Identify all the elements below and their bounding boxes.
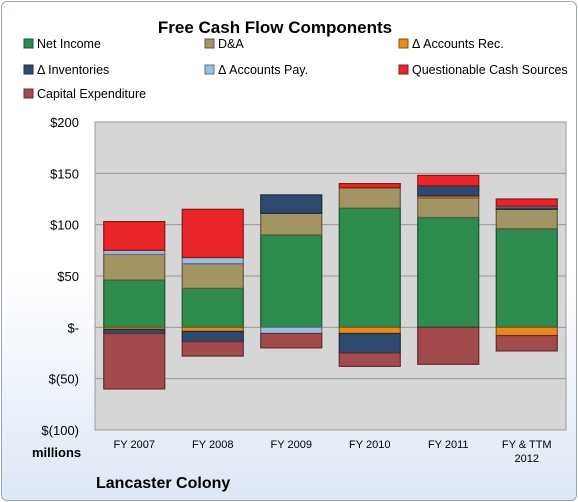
y-tick-label: $200 <box>50 115 79 130</box>
x-tick-label: FY 2008 <box>192 439 233 451</box>
bar-segment-capital-expenditure <box>181 341 244 357</box>
plot-area: $200 $150 $100 $50 $- $(50) $(100) FY 2007 FY 20… <box>41 115 567 465</box>
legend-swatch-delta-accounts-pay <box>204 64 215 75</box>
bar-segment-delta-inventories <box>260 194 323 214</box>
legend-swatch-delta-inventories <box>23 64 34 75</box>
bar-segment-delta-inventories <box>103 328 166 335</box>
legend-label-d-a: D&A <box>218 37 244 51</box>
bar-segment-questionable-cash-sources <box>181 208 244 259</box>
bar-segment-d-a <box>417 197 480 219</box>
x-tick-label: FY 2009 <box>271 439 312 451</box>
y-tick-label: $100 <box>50 218 79 233</box>
bar-segment-delta-accounts-pay <box>181 256 244 265</box>
bar-segment-delta-inventories <box>338 332 401 354</box>
x-tick-label: FY 2010 <box>349 439 390 451</box>
y-tick-label: $(100) <box>41 423 79 438</box>
bar-segment-questionable-cash-sources <box>338 183 401 189</box>
legend-swatch-d-a <box>204 38 215 49</box>
bar-segment-capital-expenditure <box>338 352 401 367</box>
legend-label-delta-accounts-rec: Δ Accounts Rec. <box>412 37 504 51</box>
x-tick-label: FY 2011 <box>428 439 469 451</box>
y-tick-label: $150 <box>50 166 79 181</box>
bar-segment-capital-expenditure <box>417 326 480 365</box>
y-tick-label: $(50) <box>49 372 79 387</box>
bar-segment-d-a <box>260 212 323 236</box>
legend-swatch-delta-accounts-rec <box>398 38 409 49</box>
bar-segment-questionable-cash-sources <box>103 220 166 251</box>
unit-label: millions <box>32 445 81 460</box>
legend-label-questionable-cash-sources: Questionable Cash Sources <box>412 63 568 77</box>
bar-segment-net-income <box>181 287 244 328</box>
legend-label-net-income: Net Income <box>37 37 101 51</box>
x-tick-label: FY & TTM 2012 <box>502 439 552 465</box>
legend-swatch-capital-expenditure <box>23 88 34 99</box>
bar-segment-delta-inventories <box>417 185 480 197</box>
bar-segment-net-income <box>338 207 401 328</box>
bar-segment-questionable-cash-sources <box>417 174 480 187</box>
bar-segment-d-a <box>495 208 558 230</box>
bar-segment-net-income <box>260 234 323 328</box>
bar-segment-net-income <box>417 216 480 328</box>
bar-segment-d-a <box>181 263 244 289</box>
bar-segment-delta-accounts-rec <box>181 326 244 333</box>
bar-segment-d-a <box>103 253 166 281</box>
legend-label-delta-inventories: Δ Inventories <box>37 63 109 77</box>
bar-segment-capital-expenditure <box>495 334 558 352</box>
footer-label: Lancaster Colony <box>96 475 230 492</box>
y-tick-label: $50 <box>57 269 79 284</box>
legend: Net Income D&A Δ Accounts Rec. Δ Inventorie… <box>23 37 568 101</box>
x-tick-label: FY 2007 <box>114 439 155 451</box>
bar-segment-net-income <box>103 279 166 328</box>
bar-segment-delta-accounts-pay <box>103 249 166 256</box>
bar-segment-net-income <box>495 228 558 328</box>
y-tick-label: $- <box>67 320 79 335</box>
legend-swatch-net-income <box>23 38 34 49</box>
legend-swatch-questionable-cash-sources <box>398 64 409 75</box>
legend-label-capital-expenditure: Capital Expenditure <box>37 87 146 101</box>
legend-label-delta-accounts-pay: Δ Accounts Pay. <box>218 63 308 77</box>
bar-segment-delta-accounts-pay <box>260 326 323 335</box>
bar-segment-questionable-cash-sources <box>495 198 558 207</box>
bar-segment-delta-accounts-rec <box>338 326 401 335</box>
chart-title: Free Cash Flow Components <box>158 18 392 37</box>
bar-segment-d-a <box>338 187 401 209</box>
bar-segment-capital-expenditure <box>103 332 166 390</box>
bar-segment-capital-expenditure <box>260 332 323 349</box>
bar-segment-delta-accounts-rec <box>495 326 558 337</box>
bar-segment-delta-inventories <box>181 330 244 343</box>
